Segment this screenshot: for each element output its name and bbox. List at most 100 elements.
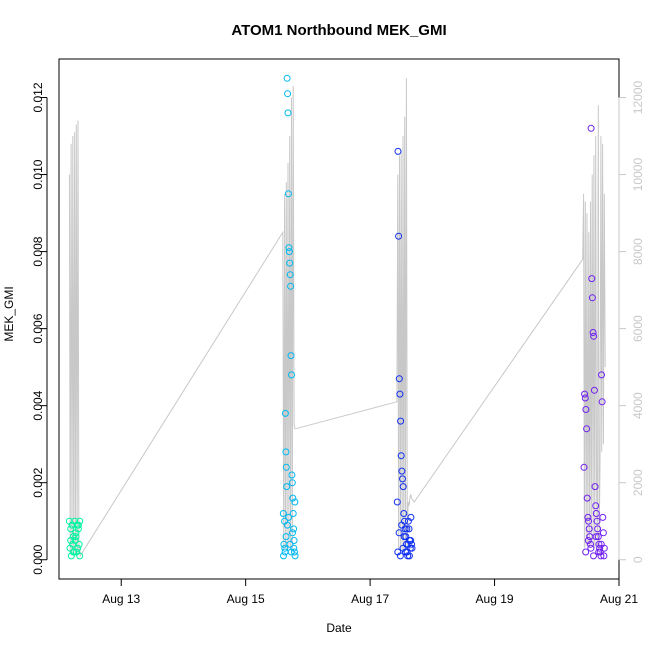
data-point <box>289 529 296 537</box>
data-point <box>402 548 409 556</box>
data-point <box>581 390 589 398</box>
y-axis: 0.000 0.002 0.004 0.006 0.008 0.010 0.012 <box>31 82 48 575</box>
data-point <box>594 533 602 541</box>
data-point <box>284 109 292 117</box>
data-point <box>588 294 596 302</box>
data-point <box>74 544 82 552</box>
data-point <box>287 282 295 290</box>
data-point <box>599 513 607 521</box>
data-point <box>587 544 595 552</box>
data-point <box>582 406 590 413</box>
data-point <box>283 74 291 82</box>
x-tick-label: Aug 15 <box>227 592 265 606</box>
data-point <box>587 124 595 132</box>
data-point <box>405 552 413 560</box>
data-point <box>283 521 291 529</box>
data-point <box>584 513 592 521</box>
data-point <box>284 90 292 98</box>
data-point <box>394 147 402 155</box>
scatter-points <box>65 74 608 560</box>
data-point <box>598 371 605 379</box>
data-point <box>393 498 401 506</box>
data-point <box>395 232 403 240</box>
data-point <box>75 540 83 548</box>
data-point <box>589 329 597 336</box>
data-point <box>581 394 589 402</box>
data-point <box>395 375 403 383</box>
data-point <box>282 463 290 471</box>
data-point <box>290 525 298 533</box>
data-point <box>592 510 600 517</box>
data-point <box>583 425 591 433</box>
data-point <box>407 513 415 521</box>
line-series-path <box>68 78 606 558</box>
data-point <box>287 352 295 360</box>
y2-tick-label: 8000 <box>631 238 645 265</box>
data-point <box>288 479 296 487</box>
data-point <box>281 409 289 417</box>
data-point <box>284 190 292 198</box>
data-point <box>72 533 80 541</box>
data-point <box>583 494 591 502</box>
data-point <box>395 529 403 537</box>
data-point <box>585 517 592 525</box>
x-tick-label: Aug 17 <box>351 592 389 606</box>
data-point <box>291 552 299 560</box>
data-point <box>67 525 75 533</box>
data-point <box>286 271 294 279</box>
data-point <box>396 552 404 560</box>
data-point <box>585 525 593 533</box>
data-point <box>587 540 594 548</box>
data-point <box>582 548 590 556</box>
data-point <box>397 417 405 425</box>
data-point <box>288 471 296 479</box>
y2-tick-label: 4000 <box>631 392 645 419</box>
data-point <box>590 552 597 560</box>
data-point <box>400 533 408 541</box>
data-point <box>67 537 75 544</box>
secondary-line-series <box>68 78 606 558</box>
data-point <box>76 517 84 525</box>
y-axis-label: MEK_GMI <box>2 286 16 341</box>
data-point <box>600 552 608 560</box>
data-point <box>399 475 406 483</box>
data-point <box>590 386 598 394</box>
x-axis-label: Date <box>326 621 352 635</box>
data-point <box>74 521 82 529</box>
data-point <box>289 510 297 517</box>
data-point <box>74 525 82 533</box>
data-point <box>286 259 294 267</box>
data-point <box>590 332 598 340</box>
y-tick-label: 0.012 <box>31 82 45 112</box>
data-point <box>291 498 299 506</box>
y2-tick-label: 12000 <box>631 81 645 115</box>
data-point <box>288 371 295 379</box>
data-point <box>400 510 408 517</box>
data-point <box>596 544 604 552</box>
data-point <box>597 552 605 560</box>
data-point <box>398 521 406 529</box>
data-point <box>397 452 405 460</box>
data-point <box>286 540 294 548</box>
data-point <box>76 552 84 560</box>
y2-tick-label: 10000 <box>631 158 645 192</box>
x-axis: Aug 13 Aug 15 Aug 17 Aug 19 Aug 21 <box>102 578 638 606</box>
data-point <box>592 533 600 541</box>
data-point <box>285 244 293 252</box>
data-point <box>408 544 416 552</box>
data-point <box>595 548 603 556</box>
data-point <box>594 525 602 533</box>
y-tick-label: 0.000 <box>31 544 45 574</box>
data-point <box>282 533 290 541</box>
data-point <box>290 544 298 552</box>
data-point <box>599 529 607 537</box>
data-point <box>584 537 592 544</box>
data-point <box>600 544 608 552</box>
data-point <box>283 483 291 491</box>
data-point <box>580 463 588 471</box>
chart-title: ATOM1 Northbound MEK_GMI <box>231 22 446 39</box>
y-tick-label: 0.006 <box>31 313 45 343</box>
data-point <box>71 537 79 544</box>
x-tick-label: Aug 13 <box>102 592 140 606</box>
